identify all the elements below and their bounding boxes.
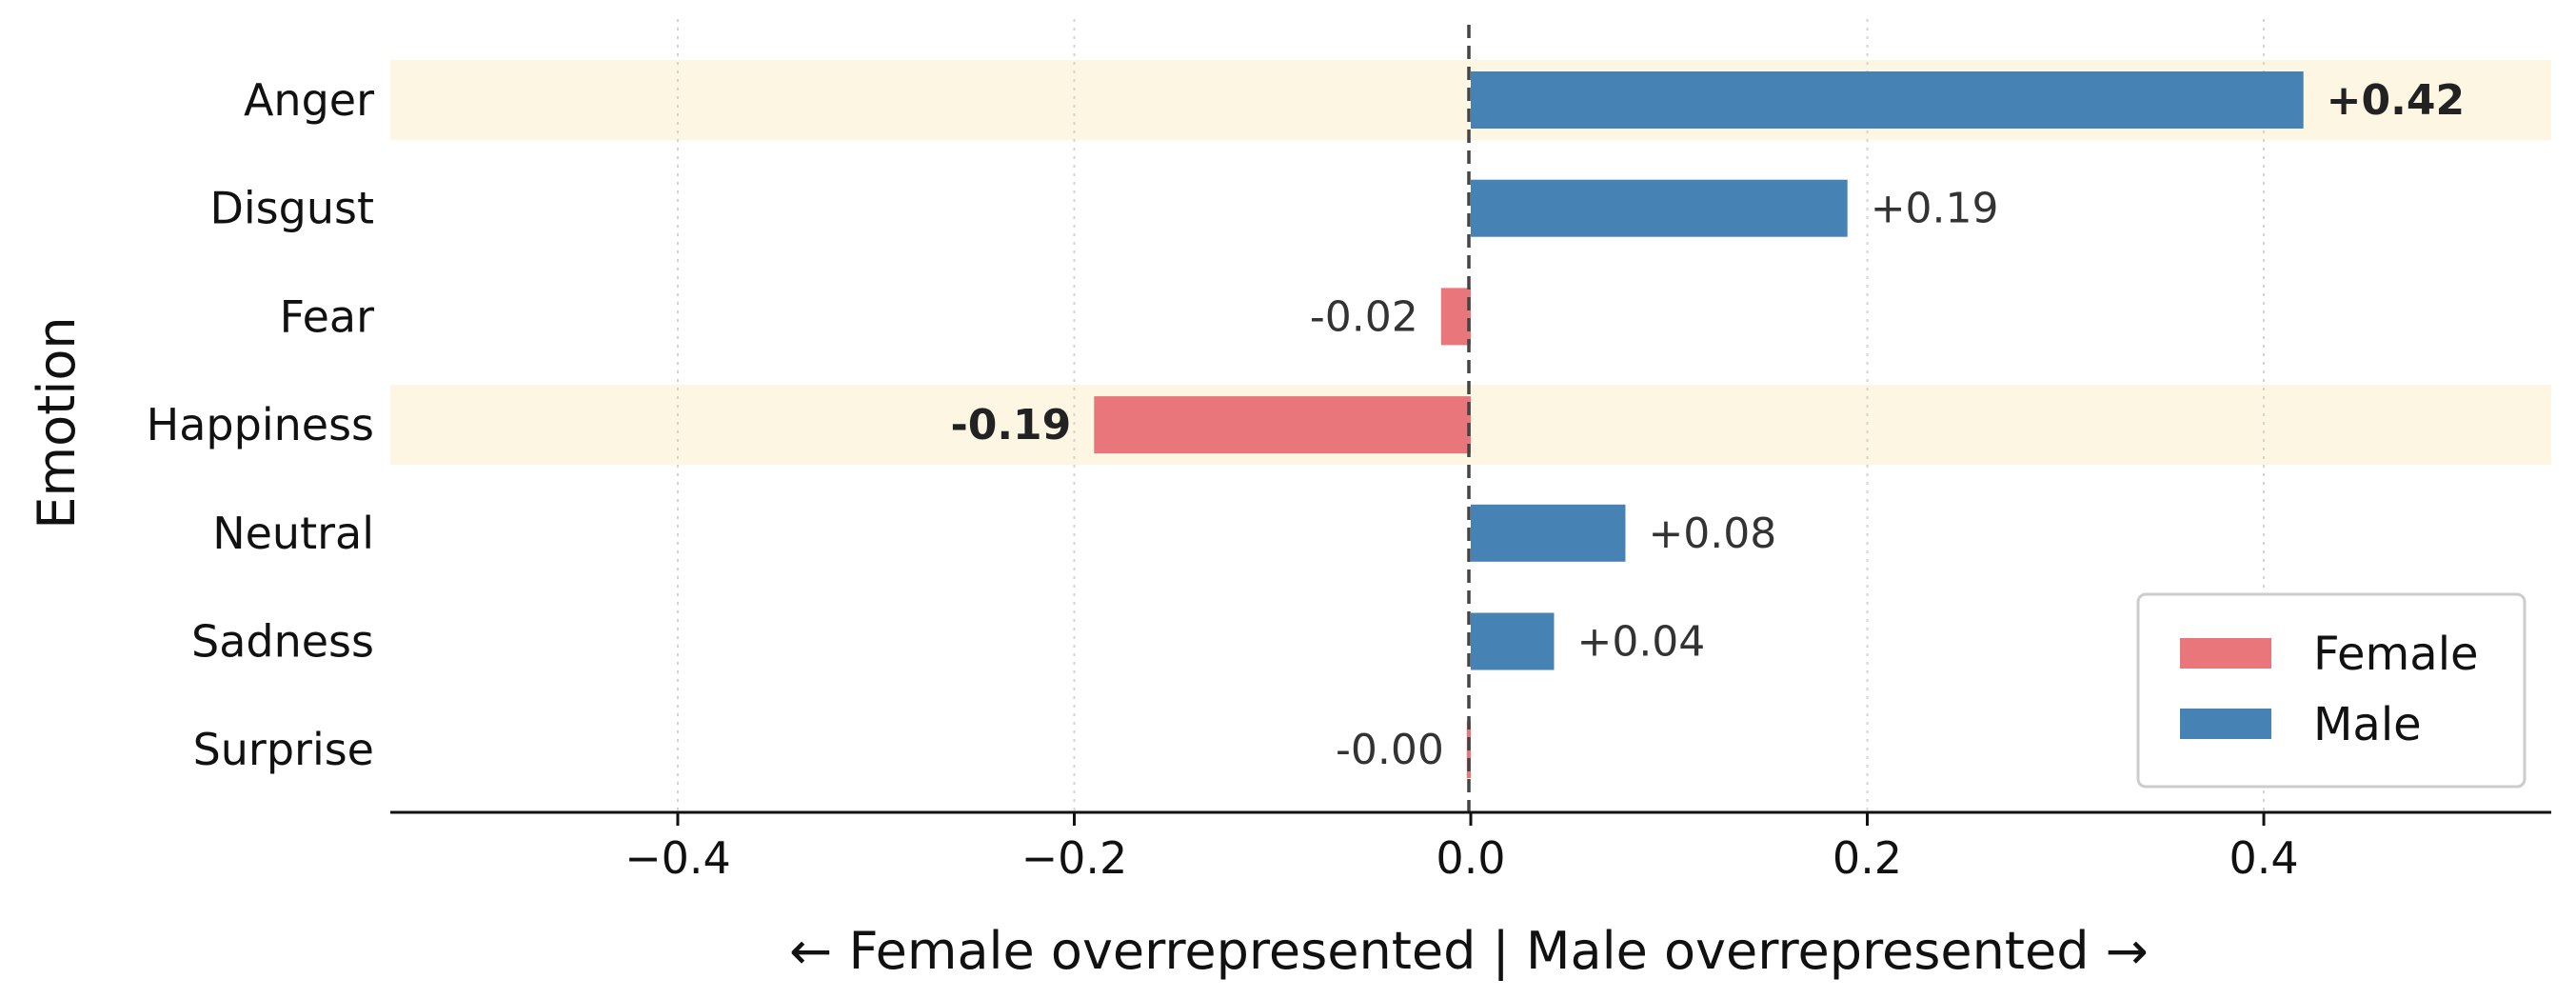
bars — [1094, 71, 2304, 779]
y-axis-title: Emotion — [27, 316, 87, 529]
category-label-disgust: Disgust — [209, 183, 374, 234]
category-label-fear: Fear — [280, 290, 374, 342]
legend-label-male: Male — [2313, 698, 2422, 751]
value-label-surprise: -0.00 — [1336, 726, 1444, 774]
x-tick-label: 0.0 — [1436, 832, 1505, 884]
bar-sadness — [1471, 612, 1555, 670]
value-label-happiness: -0.19 — [950, 401, 1071, 450]
x-tick-label: −0.2 — [1021, 832, 1128, 884]
value-label-sadness: +0.04 — [1576, 618, 1705, 667]
x-tick-label: 0.4 — [2229, 832, 2298, 884]
value-label-anger: +0.42 — [2327, 76, 2465, 125]
category-label-surprise: Surprise — [193, 724, 374, 775]
bar-neutral — [1471, 504, 1626, 562]
legend-swatch-male — [2180, 709, 2271, 739]
value-label-fear: -0.02 — [1310, 292, 1418, 341]
x-tick-label: 0.2 — [1833, 832, 1902, 884]
axes: −0.4 −0.2 0.0 0.2 0.4 — [390, 810, 2551, 884]
category-label-neutral: Neutral — [212, 508, 374, 559]
category-label-anger: Anger — [244, 74, 374, 126]
x-tick-label: −0.4 — [624, 832, 731, 884]
value-label-neutral: +0.08 — [1648, 509, 1776, 558]
labels: Anger Disgust Fear Happiness Neutral Sadness S… — [147, 74, 2465, 775]
bar-disgust — [1471, 179, 1848, 237]
category-label-happiness: Happiness — [147, 399, 374, 450]
x-axis-title: ← Female overrepresented | Male overrepr… — [789, 921, 2149, 981]
legend: Female Male — [2136, 592, 2526, 789]
bar-anger — [1471, 71, 2304, 129]
legend-label-female: Female — [2313, 628, 2479, 681]
category-label-sadness: Sadness — [191, 616, 374, 668]
bar-fear — [1440, 288, 1471, 346]
legend-box — [2136, 592, 2526, 789]
legend-swatch-female — [2180, 638, 2271, 669]
bar-happiness — [1094, 396, 1471, 454]
value-label-disgust: +0.19 — [1871, 185, 1999, 233]
